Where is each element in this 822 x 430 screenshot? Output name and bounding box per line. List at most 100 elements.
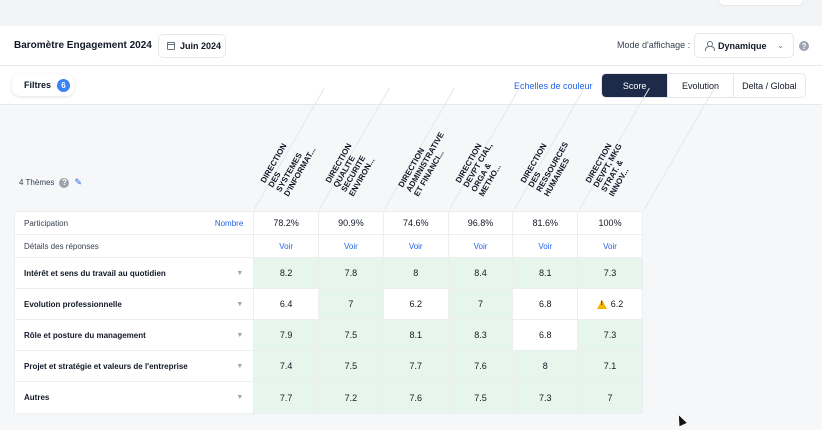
participation-value: 78.2% bbox=[253, 212, 318, 234]
score-cell: 7.9 bbox=[253, 320, 319, 350]
score-value: 7.7 bbox=[279, 392, 293, 403]
score-value: 7.1 bbox=[603, 361, 617, 371]
score-value: 8.1 bbox=[409, 330, 422, 340]
score-value: 7.5 bbox=[344, 361, 358, 371]
theme-row: Autres ▼ 7.7 7.2 7.6 7.5 7.3 7 bbox=[15, 382, 642, 413]
edit-pencil-icon[interactable]: ✎ bbox=[74, 177, 82, 187]
score-cell: 7.7 bbox=[253, 382, 319, 413]
theme-label-cell[interactable]: Intérêt et sens du travail au quotidien ▼ bbox=[15, 258, 253, 288]
score-cell: 7.1 bbox=[577, 351, 642, 381]
score-cell: 8.2 bbox=[253, 258, 319, 288]
score-value: 8 bbox=[542, 361, 548, 371]
score-cell: 8.1 bbox=[382, 320, 448, 350]
score-cell: 7.3 bbox=[512, 382, 578, 413]
date-picker-button[interactable]: Juin 2024 bbox=[158, 34, 226, 58]
theme-rows: Intérêt et sens du travail au quotidien ▼… bbox=[15, 258, 642, 413]
date-label: Juin 2024 bbox=[180, 41, 222, 51]
score-value: 8.3 bbox=[474, 330, 487, 340]
theme-row: Evolution professionnelle ▼ 6.4 7 6.2 7 6.8 6.2 bbox=[15, 289, 642, 320]
score-value: 8 bbox=[413, 268, 419, 278]
score-value: 7.2 bbox=[344, 392, 358, 403]
display-mode-label: Mode d'affichage : bbox=[617, 40, 691, 50]
theme-row: Projet et stratégie et valeurs de l'entr… bbox=[15, 351, 642, 382]
view-tabs: Score Evolution Delta / Global bbox=[601, 73, 806, 98]
expand-caret-icon[interactable]: ▼ bbox=[236, 269, 244, 277]
score-cell: 8 bbox=[382, 258, 448, 288]
details-row: Détails des réponses Voir Voir Voir Voir… bbox=[15, 235, 642, 258]
tab-evolution[interactable]: Evolution bbox=[668, 74, 734, 97]
score-cell: 6.8 bbox=[512, 289, 578, 319]
score-value: 7 bbox=[477, 299, 483, 309]
filters-button[interactable]: Filtres 6 bbox=[12, 74, 74, 96]
themes-count: 4 Thèmes ? ✎ bbox=[19, 177, 82, 188]
score-cell: 6.2 bbox=[577, 289, 642, 319]
voir-link[interactable]: Voir bbox=[253, 235, 318, 257]
theme-row: Rôle et posture du management ▼ 7.9 7.5 8.1 8… bbox=[15, 320, 642, 351]
expand-caret-icon[interactable]: ▼ bbox=[236, 362, 244, 370]
voir-link[interactable]: Voir bbox=[318, 235, 383, 257]
score-value: 8.1 bbox=[539, 268, 552, 278]
score-cell: 7.3 bbox=[577, 320, 642, 350]
tab-delta-global[interactable]: Delta / Global bbox=[742, 80, 797, 91]
score-value: 7.4 bbox=[279, 361, 293, 371]
mouse-cursor bbox=[675, 413, 687, 427]
chevron-down-icon: ⌄ bbox=[777, 41, 784, 50]
calendar-icon bbox=[167, 42, 175, 50]
page-header: Baromètre Engagement 2024 Juin 2024 Mode… bbox=[0, 26, 822, 66]
person-icon bbox=[705, 41, 715, 51]
score-cell: 7.4 bbox=[253, 351, 319, 381]
score-value: 7.9 bbox=[279, 330, 293, 340]
score-cell: 6.8 bbox=[512, 320, 578, 350]
score-cell: 7.6 bbox=[382, 382, 448, 413]
participation-row: Participation Nombre 78.2% 90.9% 74.6% 9… bbox=[15, 212, 642, 235]
voir-link[interactable]: Voir bbox=[512, 235, 577, 257]
score-value: 6.2 bbox=[610, 299, 624, 309]
score-value: 7.5 bbox=[344, 330, 358, 340]
score-cell: 7.5 bbox=[447, 382, 513, 413]
score-value: 7.3 bbox=[539, 392, 552, 403]
color-scale-link[interactable]: Echelles de couleur bbox=[514, 81, 593, 91]
display-mode-value: Dynamique bbox=[718, 40, 767, 51]
score-cell: 7.5 bbox=[318, 320, 383, 350]
themes-help-icon[interactable]: ? bbox=[59, 177, 70, 188]
score-value: 7 bbox=[348, 299, 354, 309]
theme-label-cell[interactable]: Evolution professionnelle ▼ bbox=[15, 289, 253, 319]
score-cell: 6.2 bbox=[382, 289, 448, 319]
expand-caret-icon[interactable]: ▼ bbox=[236, 331, 244, 339]
score-cell: 6.4 bbox=[253, 289, 319, 319]
tab-score[interactable]: Score bbox=[602, 74, 669, 97]
score-value: 6.2 bbox=[409, 299, 422, 309]
score-value: 7.3 bbox=[603, 330, 617, 340]
score-value: 6.8 bbox=[539, 330, 552, 340]
score-value: 7.6 bbox=[409, 392, 422, 403]
theme-label: Autres bbox=[24, 393, 50, 402]
score-cell: 7.7 bbox=[382, 351, 448, 381]
theme-label-cell[interactable]: Projet et stratégie et valeurs de l'entr… bbox=[15, 351, 253, 381]
theme-label-cell[interactable]: Autres ▼ bbox=[15, 382, 253, 413]
participation-label-cell: Participation Nombre bbox=[15, 212, 253, 234]
expand-caret-icon[interactable]: ▼ bbox=[236, 394, 244, 401]
theme-label-cell[interactable]: Rôle et posture du management ▼ bbox=[15, 320, 253, 350]
help-icon[interactable]: ? bbox=[799, 41, 809, 51]
voir-link[interactable]: Voir bbox=[382, 235, 448, 257]
participation-value: 100% bbox=[577, 212, 642, 234]
page-title: Baromètre Engagement 2024 bbox=[14, 40, 152, 51]
voir-link[interactable]: Voir bbox=[447, 235, 513, 257]
participation-mode-toggle[interactable]: Nombre bbox=[214, 218, 244, 228]
voir-link[interactable]: Voir bbox=[577, 235, 642, 257]
score-cell: 7 bbox=[447, 289, 513, 319]
score-value: 7.7 bbox=[409, 361, 422, 371]
theme-label: Rôle et posture du management bbox=[24, 330, 146, 340]
theme-label: Evolution professionnelle bbox=[24, 299, 122, 309]
display-mode-select[interactable]: Dynamique ⌄ bbox=[694, 33, 794, 58]
score-value: 7.8 bbox=[344, 268, 358, 278]
score-cell: 7 bbox=[318, 289, 383, 319]
score-value: 6.8 bbox=[539, 299, 552, 309]
score-cell: 7.2 bbox=[318, 382, 383, 413]
theme-row: Intérêt et sens du travail au quotidien ▼… bbox=[15, 258, 642, 289]
themes-label: 4 Thèmes bbox=[19, 178, 55, 187]
expand-caret-icon[interactable]: ▼ bbox=[236, 300, 244, 308]
column-headers: DIRECTION DES SYSTEMES D'INFORMAT... DIR… bbox=[0, 87, 822, 210]
top-ghost-control bbox=[718, 0, 804, 6]
score-value: 7.6 bbox=[474, 361, 487, 371]
